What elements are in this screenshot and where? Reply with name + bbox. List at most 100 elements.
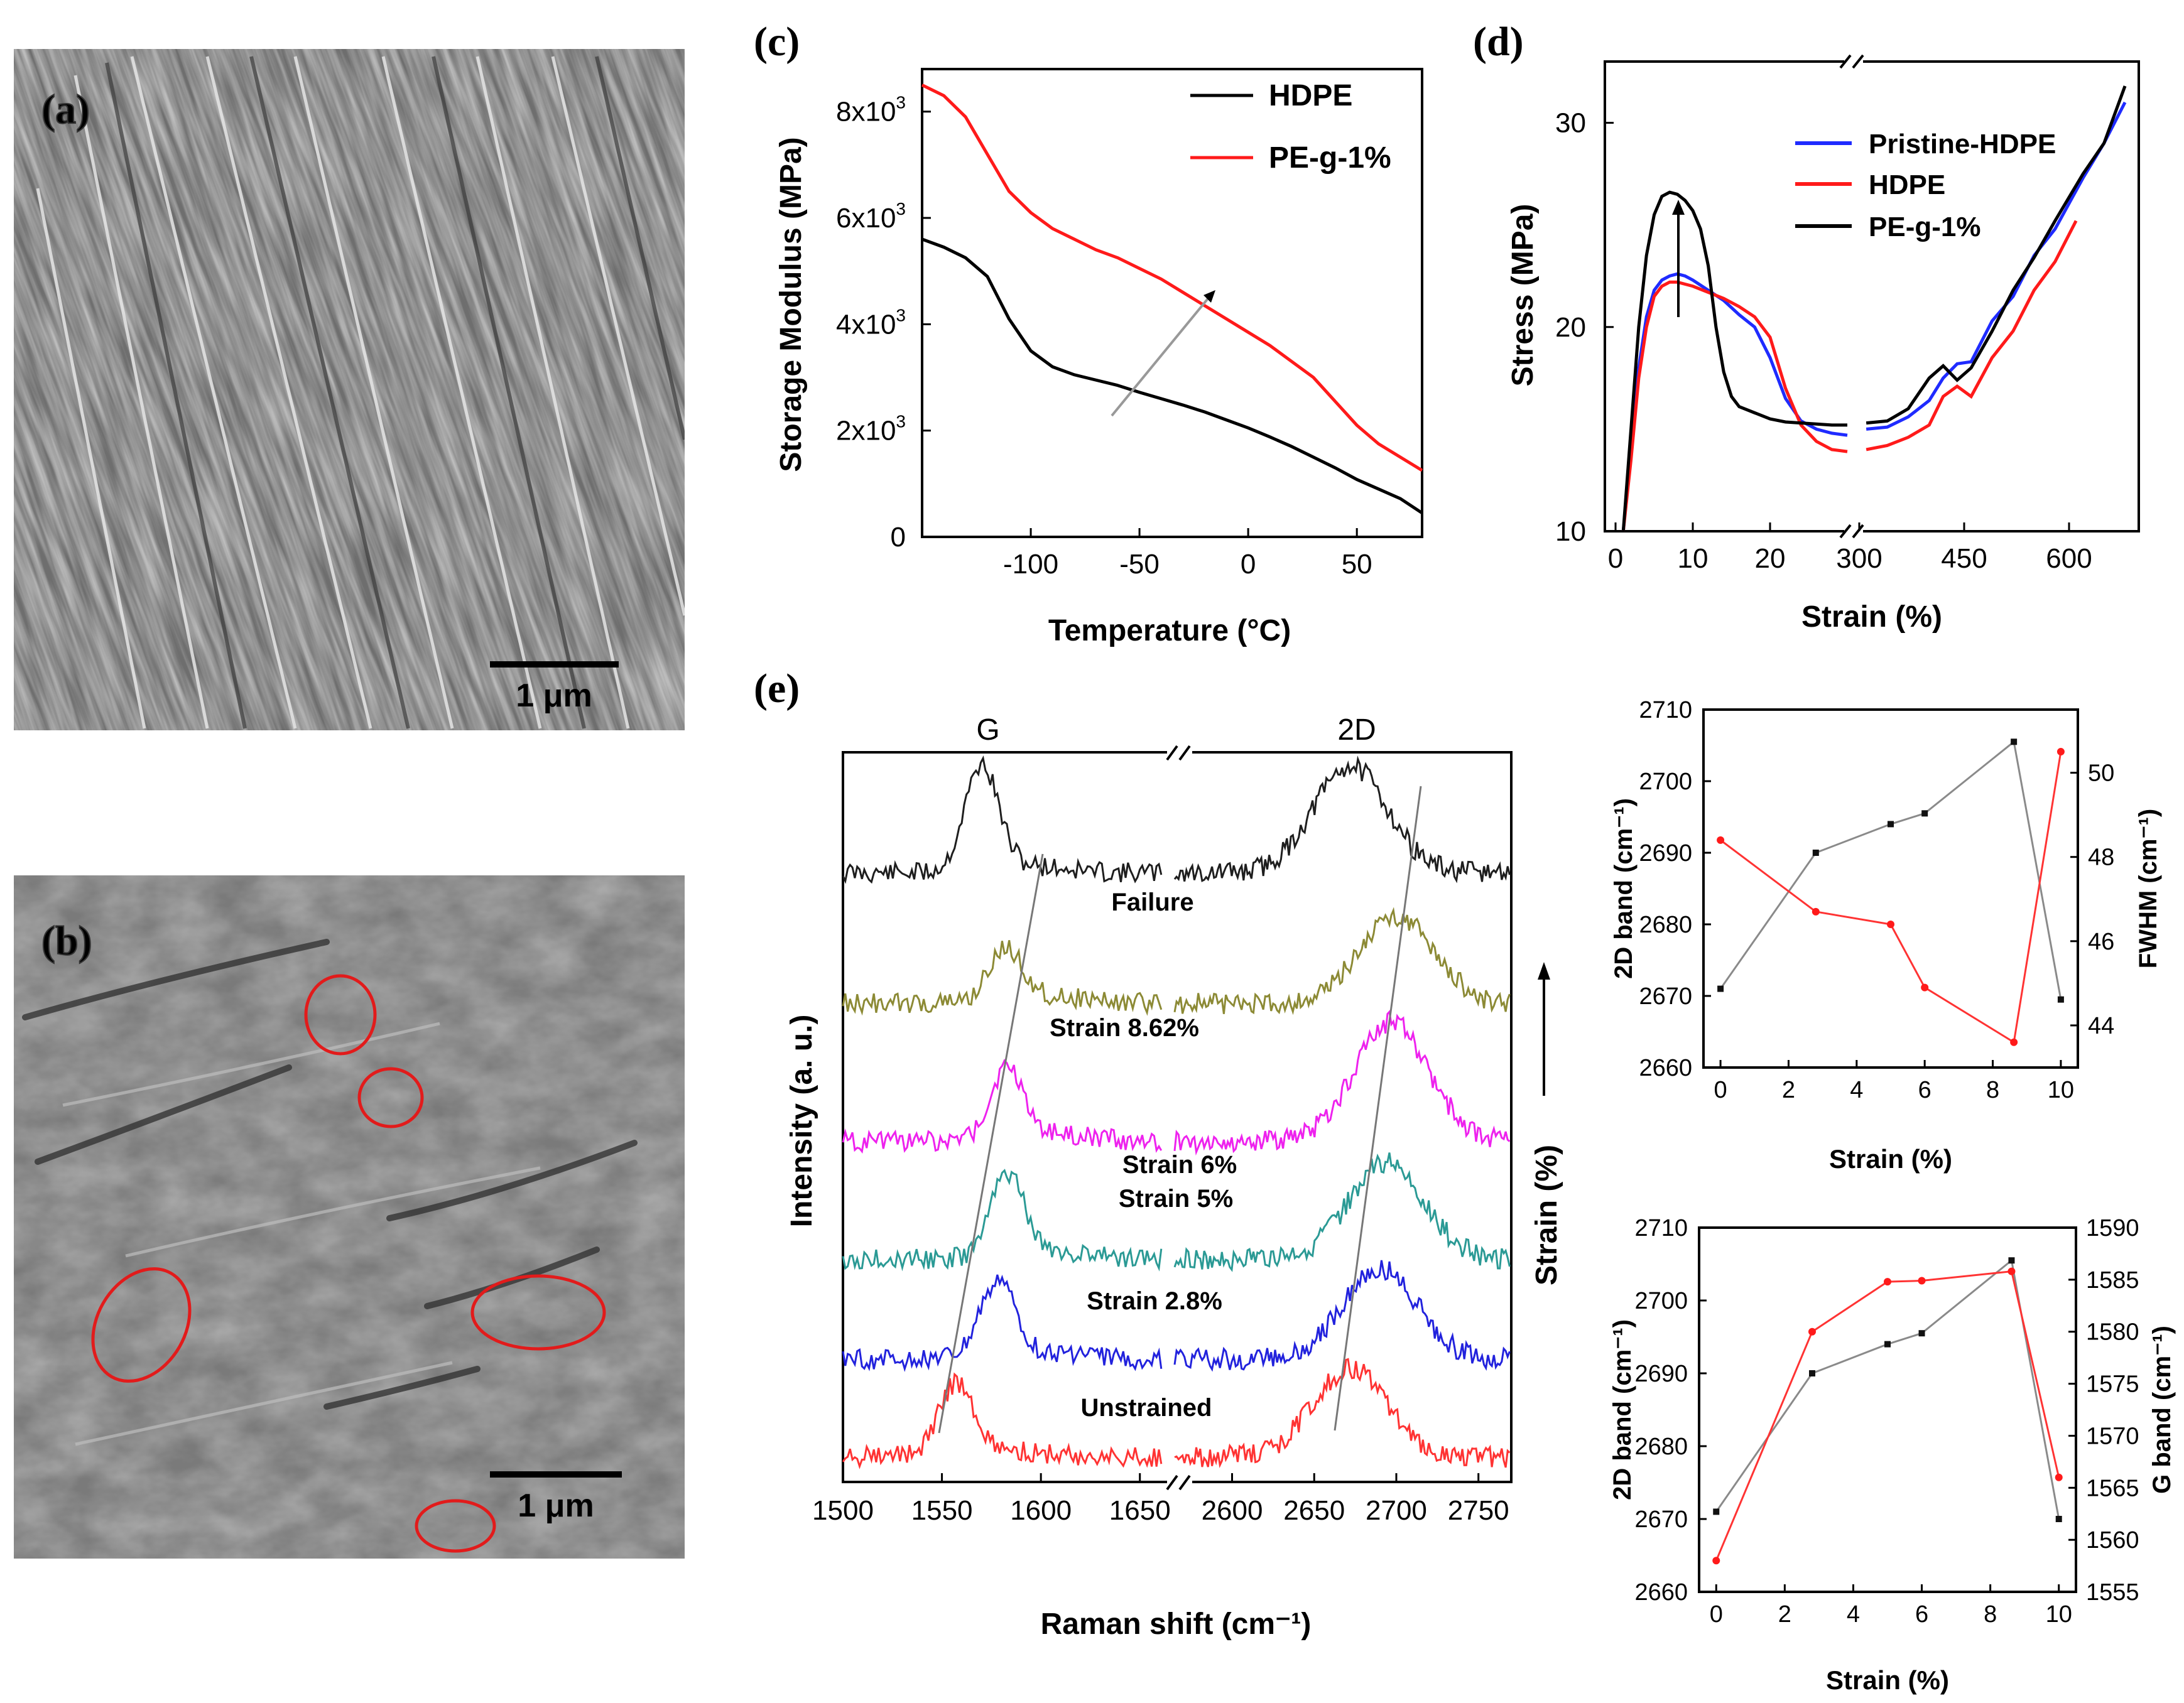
series-line-pe-g-1- [921, 84, 1423, 472]
x-tick-label: 2 [1778, 1601, 1791, 1628]
arrow-head [1203, 290, 1215, 303]
panel-a-label: (a) [41, 87, 90, 132]
legend-hdpe: HDPE [1269, 79, 1352, 112]
spectrum-g-strain-8-62- [842, 940, 1163, 1016]
data-point-2d-band [1918, 1330, 1925, 1337]
series-line-hdpe [921, 237, 1423, 514]
2d-shift-guide [1334, 786, 1422, 1431]
data-point-g-band [1918, 1277, 1926, 1285]
y-tick-label: 2670 [1639, 983, 1692, 1010]
series-line-hdpe [1866, 220, 2078, 451]
plot-frame [1604, 60, 2140, 533]
x-tick-label: 2600 [1202, 1495, 1263, 1526]
e-strain-label: Strain (%) [1530, 1145, 1563, 1285]
highlight-circle [91, 1267, 192, 1383]
y-tick-label: 2660 [1639, 1055, 1692, 1081]
y2-tick-label: 1580 [2086, 1319, 2139, 1346]
y2-tick-label: 1570 [2086, 1423, 2139, 1449]
x-tick-label: 2650 [1283, 1495, 1345, 1526]
arrow-head [1672, 200, 1685, 215]
raman-spectra-chart: (e) G 2D 1500 1550 1600 1650 2600 2650 2700 275… [754, 666, 1563, 1641]
x-tick-label: 1550 [911, 1495, 973, 1526]
y2-tick-label: 46 [2088, 929, 2114, 955]
x-tick-label: 6 [1918, 1077, 1931, 1103]
y-tick-label: 2670 [1634, 1506, 1688, 1533]
x-tick-label: 4 [1850, 1077, 1863, 1103]
it-xlabel: Strain (%) [1829, 1144, 1952, 1174]
spectrum-g-strain-5- [842, 1169, 1163, 1272]
x-tick-label: 1500 [812, 1495, 874, 1526]
ib-ylabel: 2D band (cm⁻¹) [1609, 1319, 1636, 1500]
series-line-g-band [1715, 1270, 2060, 1561]
scalebar-a-label: 1 μm [516, 678, 592, 714]
y2-tick-label: 50 [2088, 760, 2114, 787]
sem-image-b: (b) 1 μm [14, 875, 685, 1559]
arrow-head [1538, 962, 1550, 980]
y2-tick-label: 1560 [2086, 1527, 2139, 1554]
sem-image-a: (a) 1 μm [14, 49, 685, 730]
spectrum-label: Strain 2.8% [1087, 1287, 1222, 1315]
x-tick-label: 2700 [1366, 1495, 1427, 1526]
y-tick-label: 2710 [1639, 697, 1692, 723]
y2-tick-label: 1555 [2086, 1579, 2139, 1606]
plot-frame [921, 68, 1423, 538]
data-point-2d-band [2055, 1516, 2062, 1522]
series-line-pe-g-1- [1621, 190, 1847, 532]
data-point-g-band [1808, 1327, 1816, 1336]
2d-band-label: 2D [1337, 713, 1376, 747]
data-point-g-band [2055, 1473, 2063, 1481]
y-tick-label: 20 [1555, 312, 1586, 343]
spectrum-label: Failure [1111, 889, 1193, 916]
x-tick-label: 0 [1714, 1077, 1727, 1103]
c-ylabel: Storage Modulus (MPa) [774, 137, 808, 472]
legend-hdpe: HDPE [1869, 170, 1945, 200]
x-tick-label: 10 [2046, 1601, 2072, 1628]
x-tick-label: 4 [1847, 1601, 1860, 1628]
spectrum-label: Strain 5% [1119, 1185, 1233, 1213]
y-tick-label: 2700 [1639, 769, 1692, 795]
ib-xlabel: Strain (%) [1826, 1665, 1949, 1695]
data-point-2d-band [1888, 821, 1894, 828]
y2-tick-label: 1565 [2086, 1475, 2139, 1501]
x-tick-label: 450 [1941, 543, 1987, 574]
data-point-2d-band [1809, 1370, 1815, 1376]
x-tick-label: 0 [1241, 549, 1256, 580]
fwhm-inset-chart: 0 2 4 6 8 1026602670268026902700271044464850 … [1610, 697, 2162, 1174]
data-point-2d-band [2008, 1257, 2015, 1264]
y-tick-label: 0 [891, 522, 906, 553]
y2-tick-label: 1575 [2086, 1371, 2139, 1398]
panel-e-label: (e) [754, 666, 800, 711]
highlight-circle [304, 974, 377, 1056]
x-tick-label: 8 [1984, 1601, 1997, 1628]
spectrum-label: Unstrained [1081, 1394, 1212, 1422]
legend-peg: PE-g-1% [1269, 141, 1391, 175]
x-tick-label: 6 [1915, 1601, 1928, 1628]
spectrum-label: Strain 8.62% [1050, 1014, 1199, 1042]
y-tick-label: 2710 [1634, 1215, 1688, 1241]
x-tick-label: 50 [1342, 549, 1372, 580]
y-tick-label: 6x103 [836, 199, 906, 234]
panel-b-label: (b) [41, 918, 92, 964]
data-point-2d-band [1717, 985, 1724, 992]
d-ylabel: Stress (MPa) [1506, 204, 1540, 387]
x-tick-label: -100 [1003, 549, 1058, 580]
data-point-2d-band [2011, 738, 2018, 745]
trend-arrow [1111, 292, 1214, 417]
series-line-2d-band [1719, 740, 2062, 1000]
y-tick-label: 30 [1555, 108, 1586, 139]
y2-tick-label: 44 [2088, 1013, 2114, 1039]
data-point-g-band [2007, 1267, 2016, 1275]
data-point-fwhm [2056, 748, 2065, 756]
series-line-hdpe [1621, 280, 1848, 532]
ib-y2label: G band (cm⁻¹) [2148, 1326, 2176, 1494]
y-tick-label: 2690 [1639, 840, 1692, 867]
g-shift-guide [938, 853, 1044, 1434]
e-ylabel: Intensity (a. u.) [785, 1015, 818, 1228]
data-point-fwhm [1921, 983, 1929, 992]
panel-d-label: (d) [1473, 19, 1524, 65]
y2-tick-label: 48 [2088, 845, 2114, 871]
d-xlabel: Strain (%) [1801, 600, 1942, 634]
plot-frame [1698, 1226, 2077, 1593]
